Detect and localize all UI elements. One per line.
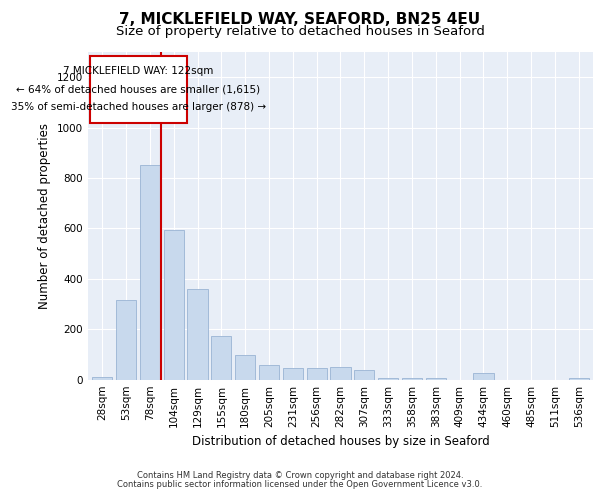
Bar (259, 364, 279, 380)
Bar (402, 378, 422, 380)
Bar (140, 166, 160, 380)
Bar (92, 377, 112, 380)
Text: Contains public sector information licensed under the Open Government Licence v3: Contains public sector information licen… (118, 480, 482, 489)
Bar (378, 378, 398, 380)
Bar (235, 354, 255, 380)
Bar (211, 336, 232, 380)
Bar (187, 289, 208, 380)
Bar (283, 368, 303, 380)
Bar (116, 300, 136, 380)
Bar (425, 378, 446, 380)
Text: 35% of semi-detached houses are larger (878) →: 35% of semi-detached houses are larger (… (11, 102, 266, 112)
Bar (354, 370, 374, 380)
Bar (473, 372, 494, 380)
Text: 7 MICKLEFIELD WAY: 122sqm: 7 MICKLEFIELD WAY: 122sqm (64, 66, 214, 76)
Text: ← 64% of detached houses are smaller (1,615): ← 64% of detached houses are smaller (1,… (16, 84, 260, 94)
X-axis label: Distribution of detached houses by size in Seaford: Distribution of detached houses by size … (191, 435, 490, 448)
Text: 7, MICKLEFIELD WAY, SEAFORD, BN25 4EU: 7, MICKLEFIELD WAY, SEAFORD, BN25 4EU (119, 12, 481, 28)
Bar (164, 230, 184, 380)
Bar (331, 367, 350, 380)
Y-axis label: Number of detached properties: Number of detached properties (38, 123, 51, 309)
Text: Size of property relative to detached houses in Seaford: Size of property relative to detached ho… (116, 25, 484, 38)
Bar (90, 56, 187, 122)
Bar (307, 368, 327, 380)
Text: Contains HM Land Registry data © Crown copyright and database right 2024.: Contains HM Land Registry data © Crown c… (137, 471, 463, 480)
Bar (569, 378, 589, 380)
